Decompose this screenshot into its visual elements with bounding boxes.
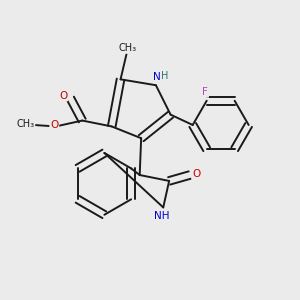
Text: F: F [202,87,208,97]
Text: N: N [154,72,161,82]
Text: O: O [59,91,67,100]
Text: NH: NH [154,211,170,221]
Text: CH₃: CH₃ [16,119,34,129]
Text: O: O [50,120,58,130]
Text: O: O [192,169,200,178]
Text: H: H [161,71,168,81]
Text: CH₃: CH₃ [119,43,137,53]
